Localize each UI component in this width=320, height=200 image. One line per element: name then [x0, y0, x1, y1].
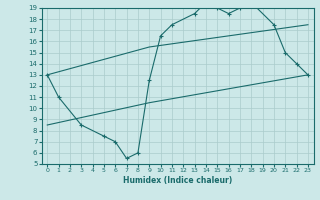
X-axis label: Humidex (Indice chaleur): Humidex (Indice chaleur): [123, 176, 232, 185]
